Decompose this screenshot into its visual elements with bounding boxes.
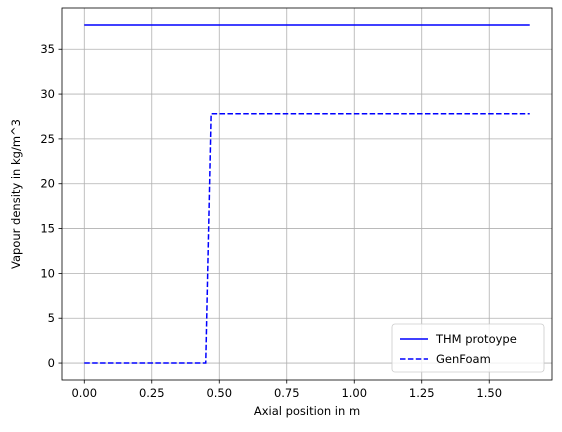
- x-tick-label: 1.50: [476, 386, 502, 400]
- x-axis-label: Axial position in m: [254, 404, 360, 418]
- y-tick-label: 20: [40, 177, 55, 191]
- x-tick-label: 1.25: [409, 386, 435, 400]
- x-tick-label: 0.00: [71, 386, 97, 400]
- plot-frame: [61, 7, 553, 381]
- legend: THM protoype GenFoam: [391, 323, 545, 373]
- series-line-2: [84, 113, 530, 364]
- x-tick-label: 0.50: [206, 386, 232, 400]
- x-tick-label: 1.00: [341, 386, 367, 400]
- y-tick-label: 30: [40, 87, 55, 101]
- y-tick-label: 5: [48, 311, 55, 325]
- y-tick-label: 35: [40, 42, 55, 56]
- y-tick-label: 25: [40, 132, 55, 146]
- y-tick-label: 15: [40, 222, 55, 236]
- legend-label-1: THM protoype: [435, 332, 517, 346]
- series-lines: [84, 24, 530, 364]
- x-tick-label: 0.75: [274, 386, 300, 400]
- x-tick-label: 0.25: [139, 386, 165, 400]
- y-tick-label: 0: [48, 356, 55, 370]
- y-tick-label: 10: [40, 266, 55, 280]
- y-axis-label: Vapour density in kg/m^3: [9, 119, 23, 269]
- legend-box: [391, 323, 545, 373]
- legend-label-2: GenFoam: [436, 352, 491, 366]
- axis-ticks: 0.00 0.25 0.50 0.75 1.00 1.25 1.50 0 5 10 15 20 25 30…: [40, 42, 502, 400]
